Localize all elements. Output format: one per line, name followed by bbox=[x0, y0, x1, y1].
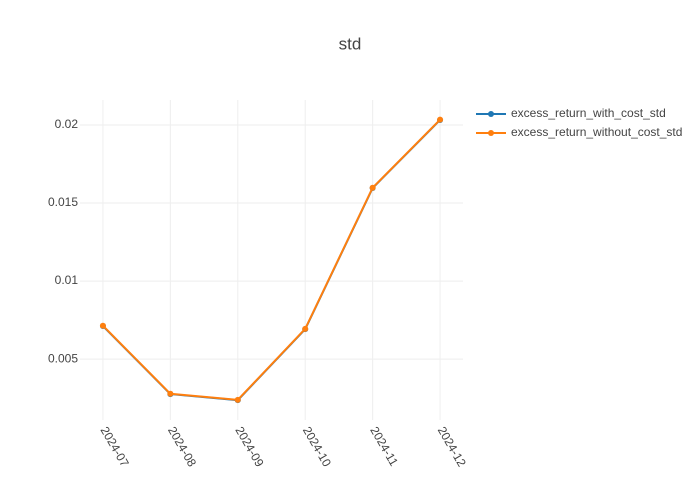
point bbox=[234, 396, 241, 403]
point bbox=[167, 390, 174, 397]
y-tick-label: 0.02 bbox=[55, 117, 79, 131]
x-tick-label: 2024-12 bbox=[435, 424, 469, 469]
x-tick-label: 2024-11 bbox=[367, 424, 401, 469]
legend-label: excess_return_with_cost_std bbox=[511, 106, 666, 120]
y-tick-label: 0.015 bbox=[48, 195, 78, 209]
point bbox=[99, 322, 106, 329]
y-tick-label: 0.01 bbox=[55, 273, 79, 287]
series-line bbox=[102, 118, 441, 401]
x-tick-label: 2024-08 bbox=[165, 424, 199, 469]
series-line bbox=[102, 119, 441, 402]
point bbox=[369, 184, 376, 191]
legend-marker bbox=[488, 130, 494, 136]
x-tick-label: 2024-09 bbox=[232, 424, 266, 469]
legend-label: excess_return_without_cost_std bbox=[511, 125, 682, 139]
x-tick-label: 2024-07 bbox=[98, 424, 132, 469]
point bbox=[302, 325, 309, 332]
point bbox=[437, 116, 444, 123]
legend-marker bbox=[488, 111, 494, 117]
chart-title: std bbox=[339, 34, 362, 53]
x-tick-label: 2024-10 bbox=[300, 424, 334, 469]
y-tick-label: 0.005 bbox=[48, 351, 78, 365]
